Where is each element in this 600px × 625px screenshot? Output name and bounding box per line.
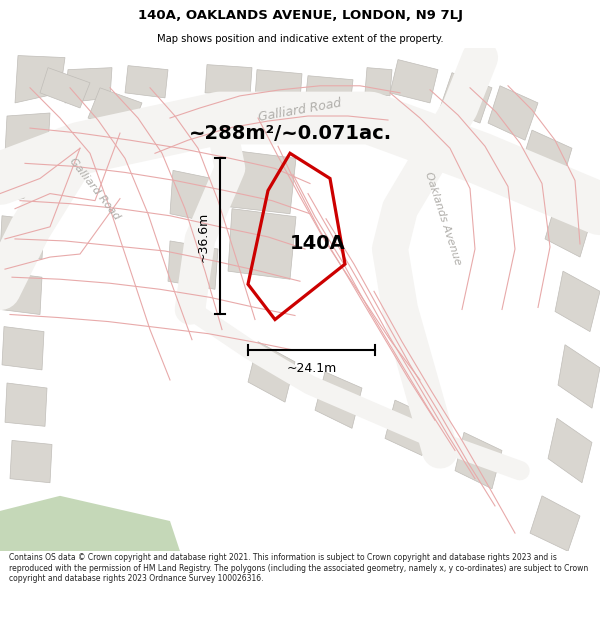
- Text: ~288m²/~0.071ac.: ~288m²/~0.071ac.: [188, 124, 392, 143]
- Polygon shape: [530, 496, 580, 551]
- Polygon shape: [558, 345, 600, 408]
- Polygon shape: [305, 76, 353, 108]
- Polygon shape: [315, 372, 362, 428]
- Polygon shape: [5, 113, 50, 153]
- Text: Map shows position and indicative extent of the property.: Map shows position and indicative extent…: [157, 34, 443, 44]
- Text: ~24.1m: ~24.1m: [286, 362, 337, 375]
- Text: Galliard Road: Galliard Road: [68, 156, 122, 221]
- Polygon shape: [228, 209, 296, 279]
- Polygon shape: [10, 441, 52, 483]
- Polygon shape: [440, 72, 492, 123]
- Polygon shape: [455, 432, 502, 489]
- Polygon shape: [170, 171, 222, 224]
- Polygon shape: [15, 56, 65, 103]
- Polygon shape: [65, 68, 112, 103]
- Polygon shape: [555, 271, 600, 332]
- Polygon shape: [520, 130, 572, 189]
- Text: Oaklands Avenue: Oaklands Avenue: [423, 171, 463, 267]
- Polygon shape: [0, 272, 42, 314]
- Polygon shape: [40, 68, 90, 108]
- Polygon shape: [5, 383, 47, 426]
- Polygon shape: [545, 199, 592, 257]
- Text: Galliard Road: Galliard Road: [257, 96, 343, 124]
- Polygon shape: [488, 86, 538, 140]
- Polygon shape: [2, 327, 44, 370]
- Polygon shape: [228, 150, 296, 214]
- Polygon shape: [248, 342, 295, 402]
- Polygon shape: [125, 66, 168, 98]
- Polygon shape: [88, 88, 142, 133]
- Polygon shape: [548, 418, 592, 482]
- Text: 140A, OAKLANDS AVENUE, LONDON, N9 7LJ: 140A, OAKLANDS AVENUE, LONDON, N9 7LJ: [137, 9, 463, 22]
- Polygon shape: [255, 69, 302, 101]
- Polygon shape: [0, 496, 180, 551]
- Polygon shape: [168, 241, 218, 289]
- Text: ~36.6m: ~36.6m: [197, 211, 210, 261]
- Polygon shape: [365, 68, 392, 96]
- Polygon shape: [390, 59, 438, 103]
- Polygon shape: [385, 400, 432, 456]
- Polygon shape: [5, 161, 44, 201]
- Polygon shape: [0, 216, 44, 259]
- Text: Contains OS data © Crown copyright and database right 2021. This information is : Contains OS data © Crown copyright and d…: [9, 554, 588, 583]
- Polygon shape: [205, 64, 252, 96]
- Text: 140A: 140A: [290, 234, 346, 254]
